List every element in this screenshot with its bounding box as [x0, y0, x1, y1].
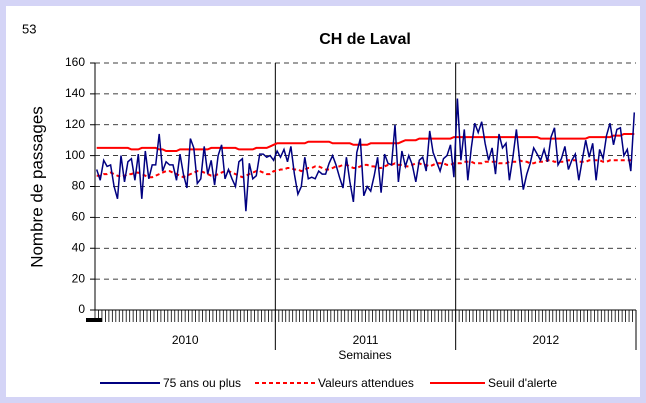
x-group-label: 2012 [532, 333, 559, 347]
axis-marker [86, 318, 102, 322]
chart-title: CH de Laval [319, 31, 411, 48]
y-tick-label: 0 [78, 302, 85, 316]
y-axis-label: Nombre de passages [27, 106, 46, 268]
y-tick-label: 140 [65, 86, 85, 100]
y-tick-label: 120 [65, 117, 85, 131]
x-group-label: 2010 [172, 333, 199, 347]
x-group-label: 2011 [353, 333, 379, 347]
series-line [95, 98, 636, 212]
y-tick-label: 100 [65, 148, 85, 162]
page-number: 53 [22, 21, 36, 36]
y-tick-label: 40 [72, 240, 86, 254]
x-axis-label: Semaines [338, 348, 391, 362]
panel [6, 6, 640, 397]
y-tick-label: 80 [72, 179, 86, 193]
series-line [96, 133, 635, 152]
series-line [96, 157, 635, 179]
legend-label: Valeurs attendues [318, 376, 414, 390]
y-tick-label: 20 [72, 271, 86, 285]
legend-label: 75 ans ou plus [163, 376, 241, 390]
y-tick-label: 160 [65, 55, 85, 69]
legend-label: Seuil d'alerte [488, 376, 557, 390]
y-tick-label: 60 [72, 210, 86, 224]
